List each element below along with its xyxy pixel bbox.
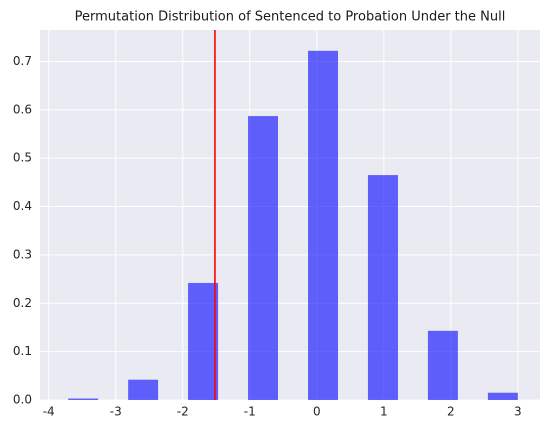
bar xyxy=(308,50,338,400)
y-tick-label: 0.0 xyxy=(13,393,32,407)
y-tick-label: 0.1 xyxy=(13,344,32,358)
y-tick-label: 0.3 xyxy=(13,247,32,261)
x-tick-label: -2 xyxy=(177,405,189,419)
y-tick-label: 0.7 xyxy=(13,54,32,68)
x-tick-label: 0 xyxy=(313,405,321,419)
bar xyxy=(367,175,398,400)
bar xyxy=(68,398,99,400)
bar xyxy=(248,116,279,401)
x-tick-label: -1 xyxy=(244,405,256,419)
x-tick-label: -3 xyxy=(110,405,122,419)
bar xyxy=(487,392,518,400)
x-tick-label: 1 xyxy=(380,405,388,419)
y-tick-label: 0.2 xyxy=(13,296,32,310)
x-tick-label: 2 xyxy=(447,405,455,419)
y-tick-label: 0.6 xyxy=(13,102,32,116)
chart-title: Permutation Distribution of Sentenced to… xyxy=(75,10,506,25)
y-tick-label: 0.4 xyxy=(13,199,32,213)
x-tick-label: 3 xyxy=(514,405,522,419)
y-tick-label: 0.5 xyxy=(13,151,32,165)
bar xyxy=(427,330,458,400)
plot-background xyxy=(40,30,540,400)
bar xyxy=(128,379,159,400)
bar xyxy=(188,282,219,400)
x-tick-label: -4 xyxy=(43,405,55,419)
